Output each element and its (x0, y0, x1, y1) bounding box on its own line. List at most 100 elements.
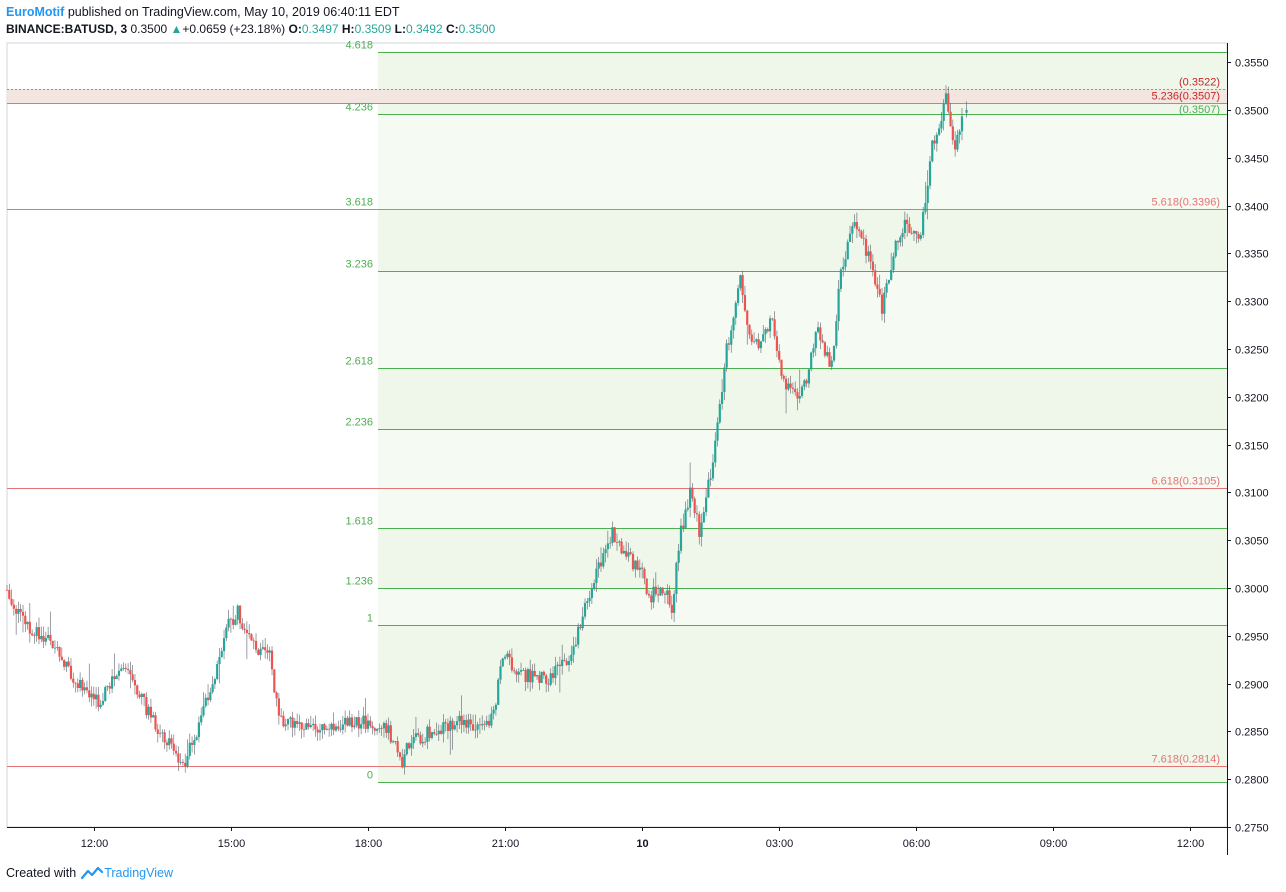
candle-body (389, 725, 392, 743)
candle-body (236, 605, 239, 620)
candle-body (430, 732, 434, 738)
candle-body (95, 694, 98, 700)
fib-extension-label: 2.618 (345, 356, 373, 368)
candle-body (286, 718, 290, 725)
candle-body (234, 619, 237, 625)
candle-body (563, 659, 566, 661)
candle-body (679, 525, 683, 551)
candle-body (725, 343, 728, 368)
price-change: +0.0659 (+23.18%) (182, 22, 286, 36)
candle-body (126, 669, 130, 671)
candle-body (720, 391, 724, 404)
candle-body (837, 288, 840, 322)
candle-body (643, 568, 646, 579)
candle-body (266, 650, 269, 653)
candle-body (312, 723, 315, 726)
candle-body (956, 134, 959, 150)
candle-body (179, 761, 182, 763)
candle-body (152, 715, 155, 718)
candle-body (200, 715, 203, 723)
tradingview-logo-text: TradingView (104, 866, 173, 880)
candle-body (593, 583, 596, 589)
candle-body (499, 666, 502, 680)
candle-body (21, 611, 25, 616)
candle-body (803, 380, 806, 387)
candle-body (40, 635, 43, 640)
candle-body (483, 723, 486, 725)
price-axis[interactable]: 0.3550 0.3500 0.3450 0.3400 0.3350 0.3300 0.32… (1227, 58, 1269, 835)
candle-body (942, 103, 945, 121)
candle-body (954, 140, 957, 150)
candle-body (53, 647, 57, 649)
candle-body (796, 392, 799, 399)
fib-extension-label: 3.618 (345, 197, 373, 209)
candle-body (238, 605, 242, 624)
price-tick-label: 0.3250 (1235, 345, 1269, 357)
candle-body (58, 646, 61, 657)
open-value: 0.3497 (301, 22, 339, 36)
candle-body (700, 522, 703, 537)
candle-body (264, 647, 267, 651)
candle-body (485, 720, 488, 725)
candle-body (47, 634, 50, 638)
candle-body (586, 601, 589, 603)
candle-body (625, 550, 628, 557)
candle-body (641, 567, 644, 569)
candle-body (31, 633, 34, 636)
candle-body (69, 665, 73, 679)
author-link[interactable]: EuroMotif (6, 5, 65, 19)
time-axis[interactable]: 12:00 15:00 18:00 21:00 10 03:00 06:00 09:00 12:… (81, 827, 1205, 850)
candle-body (268, 650, 271, 653)
candle-body (193, 740, 196, 745)
fib-extension-band (378, 368, 1227, 430)
candle-body (437, 730, 440, 735)
fib-extension-label: 0 (367, 770, 373, 782)
candle-body (104, 687, 107, 701)
candle-body (666, 590, 669, 595)
candle-body (261, 647, 264, 649)
candle-body (702, 512, 705, 523)
candle-body (385, 723, 388, 733)
candle-body (668, 590, 671, 605)
fib-extension-label: 1.236 (345, 576, 373, 588)
candle-body (451, 720, 454, 730)
candle-body (24, 615, 27, 625)
candle-body (204, 697, 207, 707)
candle-body (138, 694, 141, 698)
candle-body (581, 616, 584, 629)
candle-body (426, 726, 429, 742)
candle-body (10, 598, 13, 605)
candle-body (620, 541, 623, 554)
fib-retracement-zone (7, 88, 1227, 104)
candle-body (508, 653, 511, 658)
candle-body (149, 706, 153, 718)
time-tick-label: 18:00 (355, 838, 383, 850)
candle-body (494, 704, 498, 710)
candle-body (469, 719, 472, 725)
candle-body (44, 637, 47, 642)
candle-body (471, 724, 475, 731)
candle-body (5, 589, 9, 591)
candle-body (874, 270, 877, 285)
candle-body (784, 378, 788, 390)
time-tick-label: 10 (636, 838, 648, 850)
candle-body (542, 671, 545, 676)
candle-body (60, 656, 63, 661)
candle-body (222, 638, 226, 652)
close-label: C: (445, 22, 459, 36)
candle-body (161, 732, 164, 734)
fib-zones (7, 51, 1227, 783)
tradingview-logo[interactable]: TradingView (80, 866, 173, 880)
candle-body (910, 232, 913, 234)
time-tick-label: 12:00 (1177, 838, 1205, 850)
candle-body (83, 687, 86, 691)
fib-extension-label: 3.236 (345, 259, 373, 271)
candle-body (867, 251, 870, 256)
candle-body (28, 621, 31, 634)
candle-body (353, 725, 356, 728)
candle-body (291, 717, 294, 728)
candle-body (931, 140, 934, 162)
up-arrow-icon: ▲ (170, 22, 183, 36)
candle-body (730, 330, 733, 345)
